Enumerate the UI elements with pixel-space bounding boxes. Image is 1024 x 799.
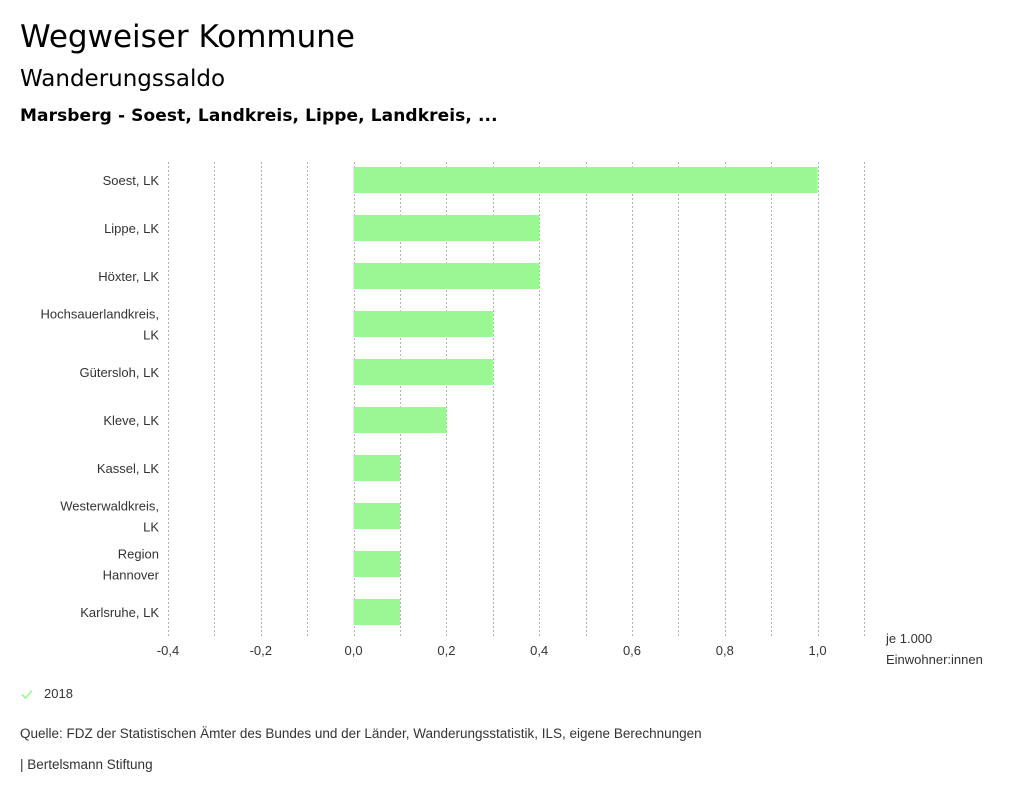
x-tick-label: 1,0 — [809, 643, 827, 658]
category-label-line: LK — [143, 328, 159, 343]
category-label-line: LK — [143, 520, 159, 535]
category-label-line: Lippe, LK — [104, 221, 159, 236]
check-icon — [21, 689, 33, 699]
page-title: Wegweiser Kommune — [20, 19, 355, 55]
category-label: Höxter, LK — [98, 269, 159, 284]
credit-note: | Bertelsmann Stiftung — [20, 757, 153, 772]
category-label-line: Karlsruhe, LK — [80, 605, 159, 620]
category-label: Kleve, LK — [103, 413, 159, 428]
gridlines — [168, 162, 865, 636]
x-tick-label: 0,2 — [437, 643, 455, 658]
bar-chart: Soest, LK Lippe, LK Höxter, LK Hochsauerlan… — [40, 162, 983, 667]
category-label: Kassel, LK — [97, 461, 159, 476]
category-label: Lippe, LK — [104, 221, 159, 236]
bar[interactable] — [353, 503, 400, 529]
bar[interactable] — [353, 551, 400, 577]
x-tick-label: -0,4 — [157, 643, 179, 658]
bar[interactable] — [353, 359, 493, 385]
bar[interactable] — [353, 455, 400, 481]
category-label: Karlsruhe, LK — [80, 605, 159, 620]
category-label-line: Höxter, LK — [98, 269, 159, 284]
source-note: Quelle: FDZ der Statistischen Ämter des … — [20, 726, 702, 741]
chart-subtitle: Wanderungssaldo — [20, 66, 226, 92]
x-tick-label: 0,0 — [345, 643, 363, 658]
bars — [353, 167, 818, 625]
selection-label: Marsberg - Soest, Landkreis, Lippe, Land… — [20, 106, 498, 126]
legend-label: 2018 — [44, 686, 73, 701]
x-tick-label: 0,8 — [716, 643, 734, 658]
category-label-line: Soest, LK — [103, 173, 160, 188]
category-label: Soest, LK — [103, 173, 160, 188]
category-label-line: Westerwaldkreis, — [60, 499, 159, 514]
category-label-line: Hochsauerlandkreis, — [40, 307, 159, 322]
x-axis-label-line: je 1.000 — [885, 631, 932, 646]
x-tick-label: -0,2 — [250, 643, 272, 658]
legend-item[interactable]: 2018 — [20, 686, 73, 701]
x-tick-labels: -0,4 -0,2 0,0 0,2 0,4 0,6 0,8 1,0 — [157, 643, 827, 658]
category-label: Westerwaldkreis, LK — [60, 499, 159, 535]
x-axis-label: je 1.000 Einwohner:innen — [885, 631, 983, 667]
category-label: Region Hannover — [103, 547, 160, 583]
category-label-line: Kleve, LK — [103, 413, 159, 428]
x-axis-label-line: Einwohner:innen — [886, 652, 983, 667]
x-tick-label: 0,6 — [623, 643, 641, 658]
bar[interactable] — [353, 311, 493, 337]
category-label-line: Region — [118, 547, 159, 562]
x-tick-label: 0,4 — [530, 643, 548, 658]
bar[interactable] — [353, 167, 818, 193]
category-label: Gütersloh, LK — [80, 365, 160, 380]
category-label-line: Hannover — [103, 568, 160, 583]
bar[interactable] — [353, 407, 447, 433]
category-label-line: Kassel, LK — [97, 461, 159, 476]
category-label: Hochsauerlandkreis, LK — [40, 307, 159, 343]
category-labels: Soest, LK Lippe, LK Höxter, LK Hochsauerlan… — [40, 173, 159, 620]
bar[interactable] — [353, 599, 400, 625]
bar[interactable] — [353, 215, 540, 241]
bar[interactable] — [353, 263, 540, 289]
category-label-line: Gütersloh, LK — [80, 365, 160, 380]
